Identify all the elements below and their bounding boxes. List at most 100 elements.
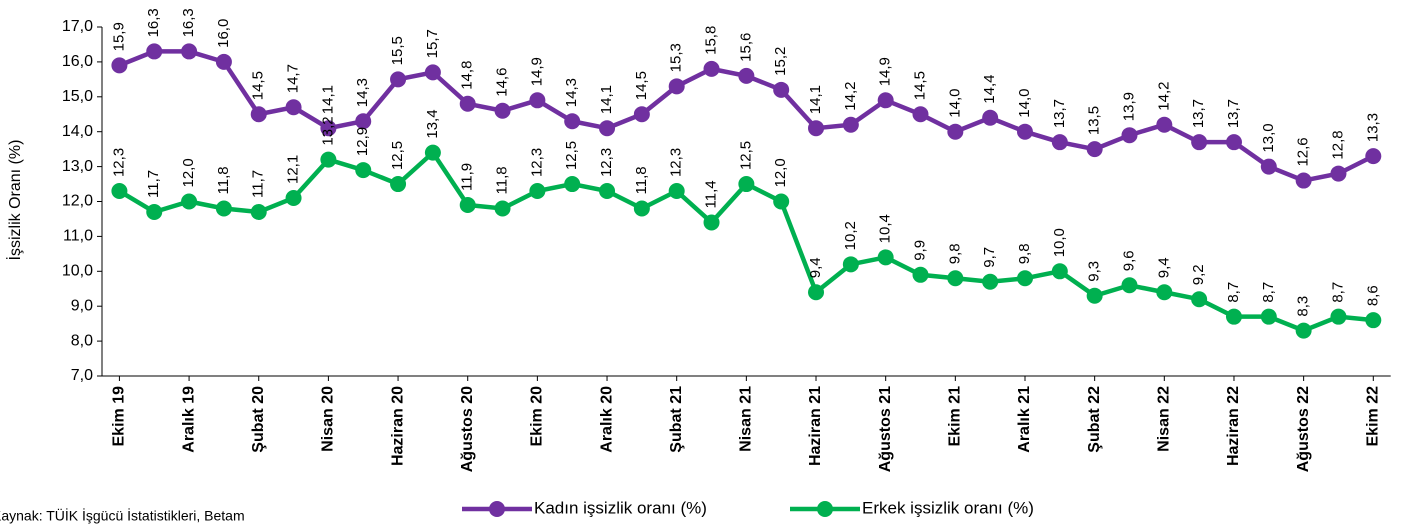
marker	[215, 200, 232, 217]
marker	[1051, 134, 1068, 151]
y-tick-label: 9,0	[71, 297, 93, 314]
marker	[703, 214, 720, 231]
marker	[1225, 134, 1242, 151]
marker	[912, 266, 929, 283]
data-label: 9,3	[1086, 261, 1103, 282]
marker	[703, 60, 720, 77]
marker	[1156, 116, 1173, 133]
data-label: 14,1	[319, 85, 336, 114]
data-label: 12,9	[354, 127, 371, 156]
data-label: 16,0	[215, 19, 232, 48]
y-tick-label: 11,0	[63, 228, 93, 245]
marker	[1295, 322, 1312, 339]
marker	[1016, 123, 1033, 140]
marker	[494, 200, 511, 217]
data-label: 12,3	[668, 148, 685, 177]
marker	[564, 176, 581, 193]
y-tick-label: 14,0	[62, 123, 93, 140]
marker	[773, 193, 790, 210]
x-tick-label: Ağustos 22	[1295, 386, 1312, 472]
data-label: 12,5	[737, 141, 754, 170]
x-tick-label: Haziran 21	[807, 386, 824, 466]
marker	[947, 270, 964, 287]
marker	[808, 120, 825, 137]
data-label: 13,9	[1120, 92, 1137, 121]
data-label: 15,3	[668, 43, 685, 72]
data-label: 10,4	[877, 214, 894, 243]
data-label: 11,7	[250, 170, 267, 198]
data-label: 11,8	[633, 166, 650, 194]
marker	[320, 120, 337, 137]
x-tick-label: Ekim 20	[529, 386, 546, 447]
data-label: 8,6	[1364, 285, 1381, 306]
data-label: 9,7	[981, 247, 998, 268]
marker	[111, 57, 128, 74]
data-label: 12,3	[598, 148, 615, 177]
marker	[808, 284, 825, 301]
marker	[181, 43, 198, 60]
data-label: 9,4	[1155, 257, 1172, 278]
data-label: 12,0	[772, 158, 789, 187]
y-tick-label: 15,0	[62, 88, 93, 105]
marker	[842, 116, 859, 133]
marker	[111, 183, 128, 200]
x-tick-label: Ağustos 21	[877, 386, 894, 472]
data-label: 14,1	[598, 85, 615, 114]
marker	[1191, 291, 1208, 308]
y-tick-label: 17,0	[62, 18, 93, 35]
data-label: 12,5	[563, 141, 580, 170]
legend-label: Kadın işsizlik oranı (%)	[534, 498, 707, 517]
data-label: 14,7	[285, 64, 302, 93]
data-label: 9,9	[911, 240, 928, 261]
data-label: 13,0	[1260, 123, 1277, 152]
marker	[181, 193, 198, 210]
data-label: 11,7	[145, 170, 162, 198]
y-tick-label: 8,0	[71, 332, 93, 349]
marker	[599, 120, 616, 137]
data-label: 15,2	[772, 47, 789, 76]
marker	[459, 196, 476, 213]
x-tick-label: Şubat 22	[1086, 386, 1103, 453]
data-label: 15,5	[389, 36, 406, 65]
legend-marker	[817, 501, 833, 517]
marker	[633, 106, 650, 123]
data-label: 13,4	[424, 109, 441, 138]
data-label: 14,3	[354, 78, 371, 107]
marker	[947, 123, 964, 140]
x-tick-label: Şubat 21	[668, 386, 685, 453]
marker	[877, 92, 894, 109]
data-label: 16,3	[180, 8, 197, 37]
data-label: 11,8	[494, 166, 511, 194]
data-label: 12,3	[528, 148, 545, 177]
x-tick-label: Nisan 20	[320, 386, 337, 452]
data-label: 14,0	[946, 88, 963, 117]
data-label: 8,7	[1225, 282, 1242, 303]
data-label: 11,8	[215, 166, 232, 194]
data-label: 10,2	[842, 221, 859, 250]
data-label: 15,7	[424, 29, 441, 58]
marker	[529, 92, 546, 109]
data-label: 12,8	[1329, 130, 1346, 159]
data-label: 15,9	[110, 22, 127, 51]
marker	[842, 256, 859, 273]
y-tick-label: 16,0	[62, 53, 93, 70]
marker	[599, 183, 616, 200]
data-label: 12,3	[110, 148, 127, 177]
data-label: 10,0	[1051, 228, 1068, 257]
marker	[355, 162, 372, 179]
marker	[1191, 134, 1208, 151]
x-tick-label: Ağustos 20	[459, 386, 476, 472]
marker	[912, 106, 929, 123]
marker	[1260, 158, 1277, 175]
x-tick-label: Şubat 20	[250, 386, 267, 453]
marker	[1365, 312, 1382, 329]
marker	[146, 203, 163, 220]
data-label: 14,2	[1155, 82, 1172, 111]
marker	[1365, 148, 1382, 165]
data-label: 13,7	[1051, 99, 1068, 128]
y-tick-label: 10,0	[62, 263, 93, 280]
marker	[250, 106, 267, 123]
y-tick-label: 7,0	[71, 367, 93, 384]
marker	[424, 64, 441, 81]
data-label: 14,4	[981, 75, 998, 104]
